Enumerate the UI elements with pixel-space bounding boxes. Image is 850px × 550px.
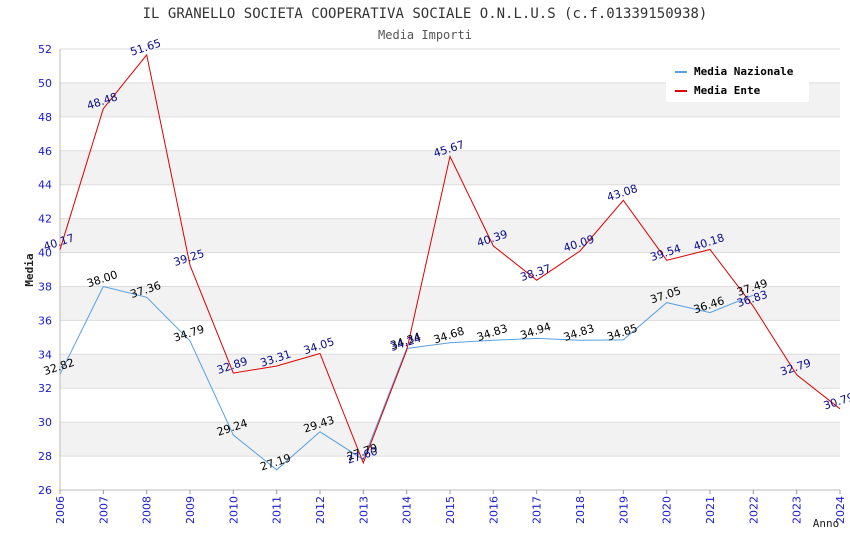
x-tick-label: 2018 (574, 496, 587, 524)
x-tick-label: 2009 (184, 496, 197, 524)
x-tick-label: 2006 (54, 496, 67, 524)
y-tick-label: 36 (38, 314, 52, 327)
y-tick-label: 28 (38, 450, 52, 463)
y-axis-label: Media (23, 253, 36, 286)
x-tick-label: 2011 (271, 496, 284, 524)
x-tick-label: 2014 (401, 496, 414, 524)
x-tick-label: 2017 (531, 496, 544, 524)
chart-title: IL GRANELLO SOCIETA COOPERATIVA SOCIALE … (143, 6, 708, 22)
y-tick-label: 42 (38, 213, 52, 226)
y-tick-label: 32 (38, 382, 52, 395)
x-tick-labels: 2006 2007 2008 2009 2010 2011 2012 2013 2014 2015… (54, 490, 847, 524)
data-label-ente: 30.79 (822, 390, 850, 412)
x-tick-label: 2021 (704, 496, 717, 524)
y-tick-label: 50 (38, 77, 52, 90)
y-tick-label: 46 (38, 145, 52, 158)
grid-band (60, 286, 840, 321)
x-axis-label: Anno (813, 517, 840, 530)
series-lines (59, 53, 841, 471)
x-tick-label: 2007 (97, 496, 110, 524)
y-tick-label: 26 (38, 484, 52, 497)
x-tick-label: 2008 (141, 496, 154, 524)
y-tick-label: 34 (38, 348, 52, 361)
data-label-ente: 38.37 (519, 262, 553, 284)
data-label-ente: 51.65 (129, 37, 163, 59)
y-tick-label: 40 (38, 247, 52, 260)
data-label-ente: 43.08 (605, 182, 639, 204)
data-label-nazionale: 34.79 (172, 323, 206, 345)
x-tick-label: 2024 (834, 496, 847, 524)
grid-bands (60, 82, 840, 457)
y-tick-labels: 26 28 30 32 34 36 38 40 42 44 46 48 50 52 (38, 43, 52, 497)
x-tick-label: 2015 (444, 496, 457, 524)
x-tick-label: 2016 (487, 496, 500, 524)
x-tick-label: 2010 (227, 496, 240, 524)
chart-subtitle: Media Importi (378, 28, 472, 42)
grid-band (60, 354, 840, 389)
grid-band (60, 218, 840, 253)
y-tick-label: 30 (38, 416, 52, 429)
legend-label-media-ente: Media Ente (694, 84, 761, 97)
grid-band (60, 422, 840, 457)
legend: Media Nazionale Media Ente (666, 60, 809, 102)
x-tick-label: 2020 (661, 496, 674, 524)
legend-box (666, 60, 809, 102)
x-tick-label: 2023 (791, 496, 804, 524)
series-line-media-ente (59, 53, 841, 465)
x-tick-label: 2022 (747, 496, 760, 524)
x-tick-label: 2019 (617, 496, 630, 524)
x-tick-label: 2013 (357, 496, 370, 524)
x-tick-label: 2012 (314, 496, 327, 524)
y-tick-label: 52 (38, 43, 52, 56)
y-tick-label: 44 (38, 179, 52, 192)
y-tick-label: 38 (38, 280, 52, 293)
y-tick-label: 48 (38, 111, 52, 124)
legend-label-media-nazionale: Media Nazionale (694, 65, 794, 78)
